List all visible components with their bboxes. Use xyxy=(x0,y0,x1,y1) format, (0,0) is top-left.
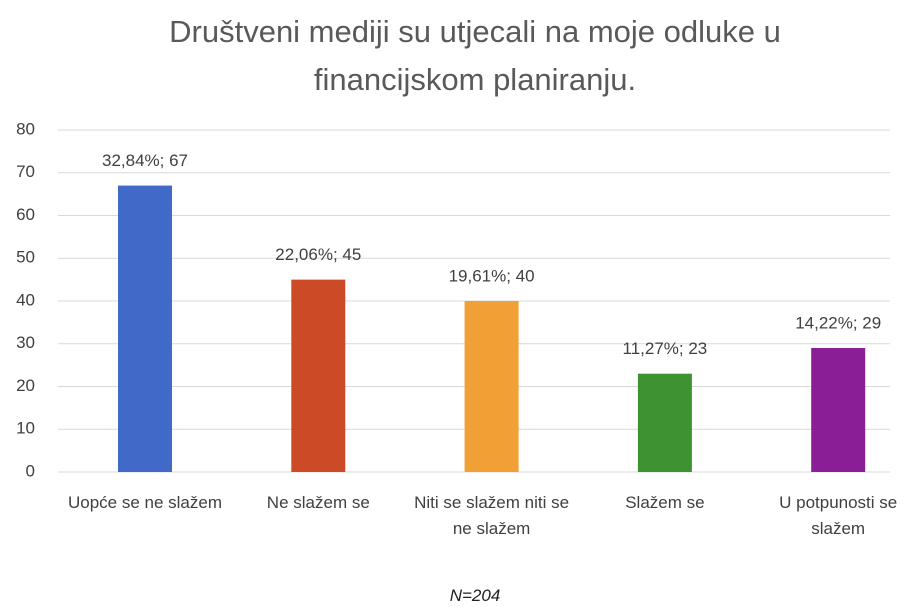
y-tick-label: 50 xyxy=(16,248,35,267)
data-label: 32,84%; 67 xyxy=(102,151,188,170)
bar xyxy=(118,185,172,472)
footnote: N=204 xyxy=(449,586,501,605)
bar xyxy=(811,348,866,472)
y-tick-label: 20 xyxy=(16,376,35,395)
x-tick-label: Niti se slažem niti se ne slažem xyxy=(414,493,570,538)
data-label: 14,22%; 29 xyxy=(795,314,881,333)
y-tick-label: 0 xyxy=(26,461,35,480)
y-tick-label: 70 xyxy=(16,162,35,181)
y-tick-label: 30 xyxy=(16,333,35,352)
y-tick-label: 80 xyxy=(16,119,35,138)
bar xyxy=(464,301,519,472)
x-tick-label: Uopće se ne slažem xyxy=(67,493,223,512)
y-tick-label: 60 xyxy=(16,205,35,224)
x-tick-label: U potpunosti se slažem xyxy=(779,493,898,538)
y-tick-label: 40 xyxy=(16,290,35,309)
data-label: 19,61%; 40 xyxy=(449,266,535,285)
bar xyxy=(291,279,346,472)
x-tick-label: Ne slažem se xyxy=(266,493,370,512)
bar xyxy=(637,373,692,472)
data-label: 22,06%; 45 xyxy=(275,245,361,264)
chart-title: Društveni mediji su utjecali na moje odl… xyxy=(169,14,781,97)
y-tick-label: 10 xyxy=(16,419,35,438)
data-label: 11,27%; 23 xyxy=(623,339,708,358)
x-tick-label: Slažem se xyxy=(625,493,705,512)
